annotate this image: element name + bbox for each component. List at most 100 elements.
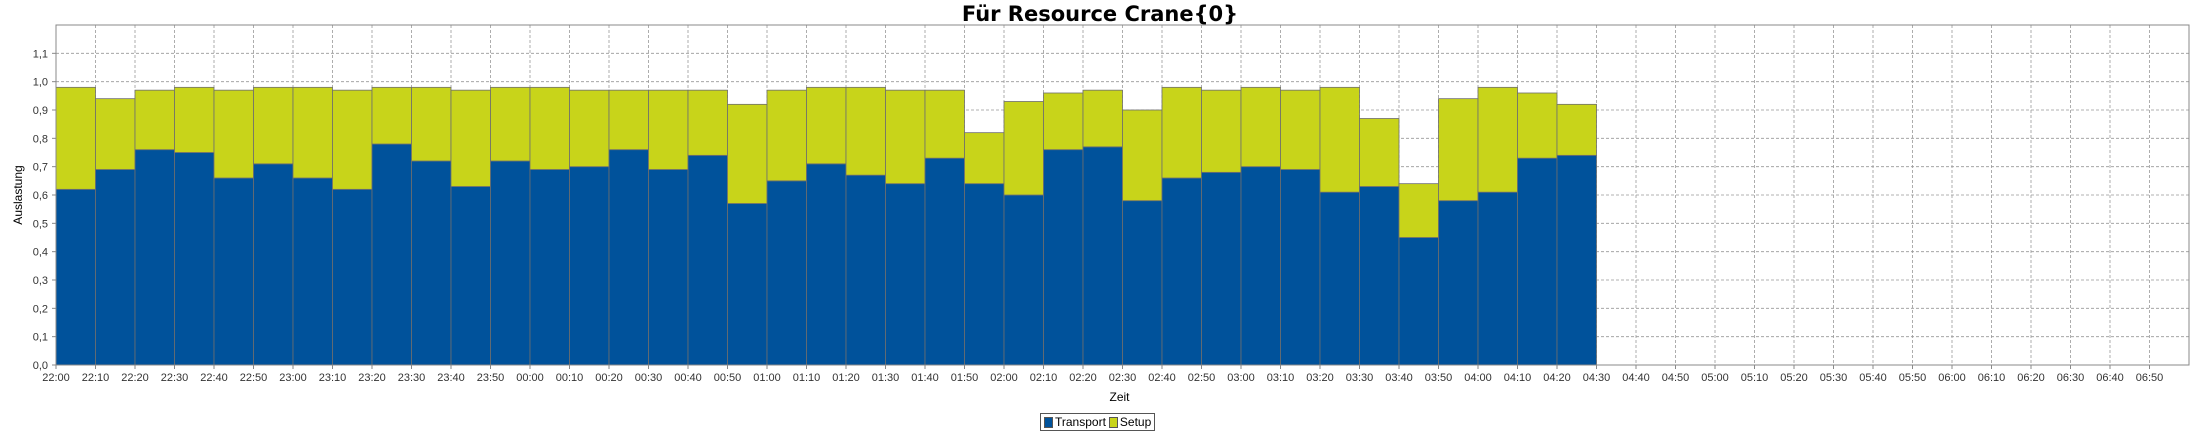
bars bbox=[55, 86, 1597, 366]
x-tick-label: 06:00 bbox=[1938, 372, 1966, 384]
x-tick-label: 06:40 bbox=[2096, 372, 2124, 384]
bar-transport-2350 bbox=[490, 160, 531, 366]
bar-setup-2220 bbox=[134, 89, 175, 151]
x-tick-label: 01:40 bbox=[911, 372, 939, 384]
bar-setup-0310 bbox=[1280, 89, 1321, 170]
x-tick-label: 22:10 bbox=[82, 372, 110, 384]
bar-transport-2240 bbox=[213, 177, 254, 366]
x-tick-label: 05:20 bbox=[1780, 372, 1808, 384]
bar-transport-0040 bbox=[687, 154, 728, 366]
x-tick-label: 06:10 bbox=[1978, 372, 2006, 384]
x-tick-label: 04:00 bbox=[1464, 372, 1492, 384]
bar-setup-2200 bbox=[55, 86, 96, 190]
bar-transport-0140 bbox=[924, 157, 965, 366]
bar-setup-0000 bbox=[529, 86, 570, 170]
bar-transport-0120 bbox=[845, 174, 886, 366]
bar-transport-2340 bbox=[450, 186, 491, 366]
x-tick-label: 00:40 bbox=[674, 372, 702, 384]
bar-setup-0250 bbox=[1201, 89, 1242, 173]
bar-transport-2200 bbox=[55, 188, 96, 366]
x-tick-label: 02:30 bbox=[1109, 372, 1137, 384]
bar-setup-0120 bbox=[845, 86, 886, 176]
x-tick-label: 03:20 bbox=[1306, 372, 1334, 384]
bar-setup-0200 bbox=[1003, 101, 1044, 196]
y-tick-label: 1,1 bbox=[33, 48, 48, 60]
x-tick-label: 03:10 bbox=[1267, 372, 1295, 384]
bar-setup-0020 bbox=[608, 89, 649, 151]
x-tick-label: 23:30 bbox=[398, 372, 426, 384]
bar-transport-0100 bbox=[766, 180, 807, 366]
bar-setup-0350 bbox=[1438, 98, 1479, 202]
bar-setup-2330 bbox=[411, 86, 452, 162]
bar-transport-0000 bbox=[529, 169, 570, 366]
x-tick-label: 03:00 bbox=[1227, 372, 1255, 384]
x-tick-label: 22:40 bbox=[200, 372, 228, 384]
x-tick-label: 02:20 bbox=[1069, 372, 1097, 384]
y-tick-label: 0,5 bbox=[33, 218, 48, 230]
x-tick-label: 05:30 bbox=[1820, 372, 1848, 384]
bar-transport-0150 bbox=[964, 183, 1005, 366]
bar-transport-0220 bbox=[1082, 146, 1123, 366]
x-tick-label: 05:10 bbox=[1741, 372, 1769, 384]
bar-transport-0030 bbox=[648, 169, 689, 366]
y-tick-label: 0,6 bbox=[33, 190, 48, 202]
x-tick-label: 02:50 bbox=[1188, 372, 1216, 384]
bar-setup-0110 bbox=[806, 86, 847, 165]
x-tick-label: 05:00 bbox=[1701, 372, 1729, 384]
x-tick-label: 22:50 bbox=[240, 372, 268, 384]
bar-transport-0400 bbox=[1477, 191, 1518, 366]
y-tick-label: 0,2 bbox=[33, 303, 48, 315]
x-tick-label: 06:30 bbox=[2057, 372, 2085, 384]
bar-transport-0320 bbox=[1319, 191, 1360, 366]
bar-setup-0330 bbox=[1359, 118, 1400, 187]
x-tick-label: 06:20 bbox=[2017, 372, 2045, 384]
bar-setup-0400 bbox=[1477, 86, 1518, 193]
bar-setup-0150 bbox=[964, 132, 1005, 185]
x-tick-label: 02:10 bbox=[1030, 372, 1058, 384]
bar-transport-2210 bbox=[95, 169, 136, 366]
bar-setup-0320 bbox=[1319, 86, 1360, 193]
bar-transport-0420 bbox=[1556, 154, 1597, 366]
bar-setup-2300 bbox=[292, 86, 333, 179]
x-tick-label: 01:30 bbox=[872, 372, 900, 384]
bar-transport-0110 bbox=[806, 163, 847, 366]
y-tick-label: 0,1 bbox=[33, 332, 48, 344]
y-tick-label: 1,0 bbox=[33, 77, 48, 89]
bar-setup-2320 bbox=[371, 86, 412, 145]
bar-setup-2210 bbox=[95, 98, 136, 170]
x-tick-label: 03:50 bbox=[1425, 372, 1453, 384]
x-tick-label: 22:30 bbox=[161, 372, 189, 384]
x-tick-label: 22:20 bbox=[121, 372, 149, 384]
bar-transport-0300 bbox=[1240, 166, 1281, 366]
x-tick-label: 02:40 bbox=[1148, 372, 1176, 384]
bar-transport-0210 bbox=[1043, 149, 1084, 366]
bar-transport-2250 bbox=[253, 163, 294, 366]
x-tick-label: 04:50 bbox=[1662, 372, 1690, 384]
x-tick-label: 00:00 bbox=[516, 372, 544, 384]
bar-transport-2230 bbox=[174, 152, 215, 366]
legend-swatch-transport bbox=[1044, 416, 1053, 428]
bar-transport-2300 bbox=[292, 177, 333, 366]
bar-setup-0030 bbox=[648, 89, 689, 170]
legend-swatch-setup bbox=[1108, 416, 1118, 428]
y-tick-label: 0,9 bbox=[33, 105, 48, 117]
bar-transport-0130 bbox=[885, 183, 926, 366]
bar-transport-2310 bbox=[332, 188, 373, 366]
x-tick-label: 22:00 bbox=[42, 372, 70, 384]
y-tick-label: 0,7 bbox=[33, 162, 48, 174]
legend-item-setup: Setup bbox=[1108, 415, 1152, 429]
bar-setup-0240 bbox=[1161, 86, 1202, 179]
x-tick-label: 03:30 bbox=[1346, 372, 1374, 384]
bar-transport-0050 bbox=[727, 203, 768, 366]
x-tick-label: 02:00 bbox=[990, 372, 1018, 384]
legend-label-setup: Setup bbox=[1119, 415, 1152, 429]
bar-setup-2240 bbox=[213, 89, 254, 179]
bar-transport-0250 bbox=[1201, 171, 1242, 366]
y-tick-label: 0,4 bbox=[33, 247, 48, 259]
x-tick-label: 01:20 bbox=[832, 372, 860, 384]
x-tick-label: 01:10 bbox=[793, 372, 821, 384]
legend: Transport Setup bbox=[1040, 413, 1156, 431]
y-axis-label: Auslastung bbox=[11, 165, 25, 224]
bar-transport-0330 bbox=[1359, 186, 1400, 366]
